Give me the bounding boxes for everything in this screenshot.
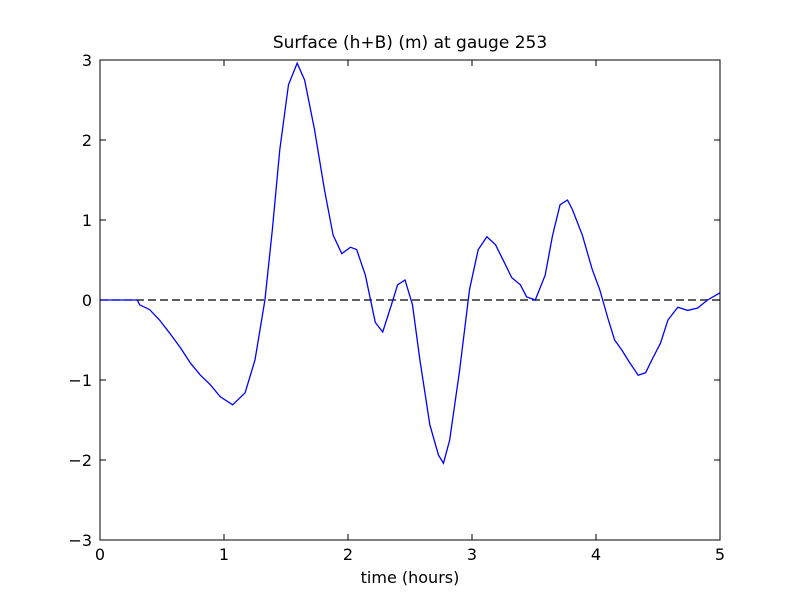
- x-tick-label: 2: [343, 545, 353, 564]
- y-tick-label: 3: [82, 51, 92, 70]
- y-tick-label: −2: [68, 451, 92, 470]
- x-tick-label: 3: [467, 545, 477, 564]
- y-tick-label: −3: [68, 531, 92, 550]
- y-tick-label: 2: [82, 131, 92, 150]
- x-tick-label: 4: [591, 545, 601, 564]
- y-tick-label: 0: [82, 291, 92, 310]
- x-axis-label: time (hours): [361, 568, 460, 587]
- data-line: [100, 61, 721, 465]
- chart-title: Surface (h+B) (m) at gauge 253: [273, 33, 547, 53]
- y-tick-label: 1: [82, 211, 92, 230]
- x-tick-label: 0: [95, 545, 105, 564]
- plot-frame: [99, 59, 721, 541]
- x-tick-label: 1: [219, 545, 229, 564]
- y-tick-label: −1: [68, 371, 92, 390]
- x-tick-label: 5: [715, 545, 725, 564]
